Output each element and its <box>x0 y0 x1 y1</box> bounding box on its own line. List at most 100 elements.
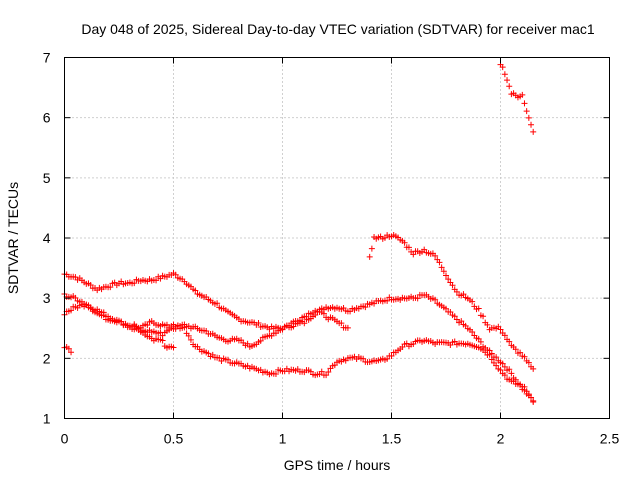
data-point <box>443 305 449 312</box>
x-tick-label: 0 <box>61 431 69 447</box>
data-point <box>360 355 367 362</box>
data-point <box>170 344 177 351</box>
data-point <box>469 298 476 305</box>
data-point <box>521 353 528 360</box>
data-point <box>362 304 369 311</box>
data-point <box>484 321 491 328</box>
data-point <box>501 372 508 379</box>
data-point <box>159 337 166 344</box>
y-tick-label: 6 <box>43 110 51 126</box>
x-tick-label: 2 <box>497 431 505 447</box>
data-point <box>318 368 325 375</box>
data-point <box>255 319 262 326</box>
data-point <box>107 284 114 291</box>
data-point <box>303 313 310 320</box>
data-point <box>187 336 194 343</box>
data-point <box>325 368 332 375</box>
data-point <box>460 291 467 298</box>
data-point <box>499 64 506 71</box>
data-point <box>488 356 495 363</box>
x-tick-label: 1 <box>279 431 287 447</box>
data-point <box>530 128 537 135</box>
y-tick-label: 2 <box>43 350 51 366</box>
data-point <box>410 251 417 258</box>
y-tick-label: 7 <box>43 50 51 66</box>
data-point <box>525 359 532 366</box>
data-point <box>68 307 75 314</box>
data-point <box>445 276 452 283</box>
data-point <box>499 360 506 367</box>
data-point <box>475 305 482 312</box>
data-point <box>414 295 421 302</box>
data-point <box>497 326 504 333</box>
data-point <box>530 365 537 372</box>
data-point <box>432 252 439 259</box>
data-point <box>508 370 515 377</box>
series-track-short-mid <box>131 321 177 351</box>
data-point <box>438 264 445 271</box>
data-point <box>368 245 375 252</box>
data-point <box>447 309 454 316</box>
data-point <box>449 282 456 289</box>
x-tick-label: 2.5 <box>600 431 620 447</box>
data-point <box>443 272 449 279</box>
data-point <box>153 277 160 284</box>
data-point <box>451 338 458 345</box>
data-point <box>512 346 519 353</box>
data-point <box>523 388 530 395</box>
data-point <box>501 332 508 339</box>
data-point <box>320 310 327 317</box>
y-tick-label: 5 <box>43 170 51 186</box>
x-tick-labels: 0 0.5 1 1.5 2 2.5 <box>61 431 620 447</box>
data-point <box>301 320 308 327</box>
data-point <box>68 349 75 356</box>
series-track-high <box>497 61 537 135</box>
data-point <box>205 350 212 357</box>
data-point <box>440 268 447 275</box>
data-marks <box>61 61 537 406</box>
data-point <box>384 297 391 304</box>
data-point <box>338 320 345 327</box>
data-point <box>436 259 443 266</box>
data-point <box>523 108 530 115</box>
y-tick-label: 4 <box>43 230 51 246</box>
data-point <box>432 296 439 303</box>
x-tick-label: 1.5 <box>382 431 402 447</box>
data-point <box>458 318 465 325</box>
data-point <box>272 370 279 377</box>
series-track-short-start <box>61 344 75 356</box>
data-point <box>65 345 72 352</box>
data-point <box>530 399 537 406</box>
data-point <box>384 355 391 362</box>
data-point <box>525 114 532 121</box>
data-point <box>486 351 493 358</box>
series-track-lower-middle <box>61 301 537 406</box>
data-point <box>469 329 476 336</box>
data-point <box>172 271 179 278</box>
data-point <box>185 332 192 339</box>
x-tick-label: 0.5 <box>164 431 184 447</box>
data-point <box>244 340 251 347</box>
data-point <box>421 246 428 253</box>
data-point <box>528 394 535 401</box>
data-point <box>344 324 351 331</box>
data-point <box>225 356 231 363</box>
y-tick-label: 1 <box>43 411 51 427</box>
data-point <box>163 321 170 328</box>
data-point <box>493 362 500 369</box>
data-point <box>493 354 500 361</box>
axis-ticks <box>64 57 610 419</box>
series-track-top <box>61 270 537 404</box>
data-point <box>451 313 458 320</box>
data-point <box>401 239 408 246</box>
data-point <box>521 100 528 107</box>
data-point <box>501 71 508 78</box>
data-point <box>135 324 142 331</box>
data-point <box>497 367 504 374</box>
data-point <box>366 253 373 260</box>
data-point <box>453 288 460 295</box>
data-point <box>257 337 264 344</box>
data-point <box>405 244 412 251</box>
data-point <box>506 338 513 345</box>
